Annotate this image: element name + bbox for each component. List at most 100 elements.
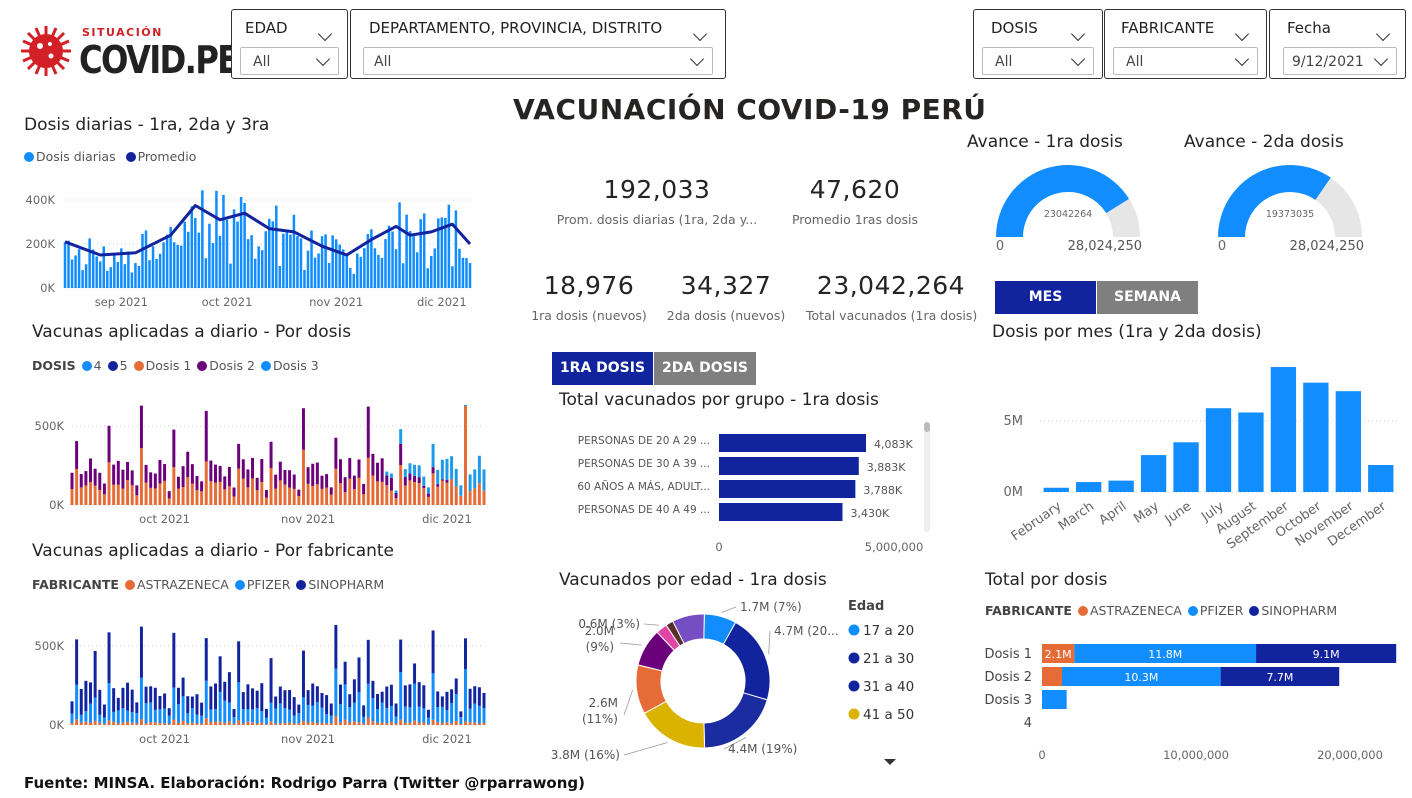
stacked-bar-segment: [436, 707, 440, 723]
stacked-bar-segment: [153, 473, 157, 489]
chevron-down-icon[interactable]: [317, 26, 333, 42]
daily-bar: [218, 235, 222, 288]
stacked-bar-segment: [413, 464, 417, 476]
kpi-value: 47,620: [809, 175, 901, 204]
chevron-down-icon[interactable]: [1070, 26, 1086, 42]
slicer-fecha[interactable]: Fecha 9/12/2021: [1269, 9, 1406, 79]
brand-large: COVID.PE: [79, 38, 239, 82]
daily-bar: [88, 238, 91, 288]
stacked-bar-segment: [227, 486, 231, 505]
dose-label: 4: [1024, 716, 1032, 731]
stacked-bar-segment: [121, 469, 125, 489]
stacked-bar-segment: [417, 682, 421, 707]
month-bar: [1335, 391, 1361, 492]
slicer-region[interactable]: DEPARTAMENTO, PROVINCIA, DISTRITO All: [350, 9, 726, 79]
group-bar: [719, 457, 859, 475]
chevron-down-icon[interactable]: [1375, 26, 1391, 42]
stacked-bar-segment: [214, 482, 217, 505]
slicer-dosis-dropdown[interactable]: All: [982, 47, 1094, 75]
slicer-edad[interactable]: EDAD All: [231, 9, 348, 79]
stacked-bar-segment: [186, 713, 190, 724]
daily-bar: [422, 213, 426, 288]
kpi-value: 23,042,264: [816, 271, 966, 300]
stacked-bar-segment: [315, 462, 319, 485]
chevron-down-icon: [1373, 51, 1389, 67]
daily-bar: [391, 231, 394, 288]
stacked-bar-segment: [232, 717, 236, 724]
stacked-bar-segment: [297, 723, 301, 725]
dose-bar-label: 11.8M: [1148, 648, 1182, 661]
stacked-bar-segment: [362, 483, 366, 495]
stacked-bar-segment: [84, 485, 88, 505]
daily-bar: [412, 236, 415, 288]
stacked-bar-segment: [399, 465, 403, 505]
stacked-bar-segment: [181, 677, 185, 697]
stacked-bar-segment: [380, 691, 384, 703]
stacked-bar-segment: [426, 487, 430, 494]
donut-label: 4.7M (20...: [774, 624, 839, 638]
stacked-bar-segment: [440, 459, 444, 480]
stacked-bar-segment: [413, 683, 417, 721]
slicer-edad-dropdown[interactable]: All: [240, 47, 339, 75]
daily-bar: [179, 245, 183, 288]
stacked-bar-segment: [260, 683, 264, 712]
stacked-bar-segment: [413, 720, 417, 725]
legend-item: PFIZER: [1199, 603, 1244, 618]
slicer-fabricante-dropdown[interactable]: All: [1113, 47, 1258, 75]
slicer-region-dropdown[interactable]: All: [363, 47, 713, 75]
legend-dot-icon: [848, 680, 860, 692]
stacked-bar-segment: [422, 485, 426, 489]
daily-bar: [257, 246, 260, 288]
stacked-bar-segment: [454, 468, 458, 487]
daily-bar: [380, 257, 384, 288]
legend-dot-icon: [848, 708, 860, 720]
chevron-down-icon[interactable]: [692, 26, 708, 42]
stacked-bar-segment: [190, 696, 194, 709]
stacked-bar-segment: [139, 448, 143, 505]
legend-dot-icon: [81, 361, 92, 371]
stacked-bar-segment: [176, 722, 180, 725]
dose-chart: 500K 0K oct 2021 nov 2021 dic 2021: [35, 405, 486, 526]
stacked-bar-segment: [292, 474, 296, 489]
stacked-bar-segment: [172, 429, 176, 468]
y-tick-label: 400K: [26, 193, 56, 207]
dose-chart-title: Vacunas aplicadas a diario - Por dosis: [32, 322, 352, 342]
stacked-bar-segment: [75, 639, 79, 685]
daily-bar: [447, 204, 451, 288]
stacked-bar-segment: [320, 707, 324, 723]
segunda-dosis-button[interactable]: 2DA DOSIS: [654, 352, 756, 385]
daily-bar: [264, 231, 267, 288]
stacked-bar-segment: [399, 672, 403, 720]
stacked-bar-segment: [163, 723, 167, 725]
dose-bar-label: 10.3M: [1124, 671, 1158, 684]
slicer-fecha-dropdown[interactable]: 9/12/2021: [1283, 47, 1397, 75]
x-tick-label: April: [1096, 499, 1129, 528]
chevron-down-icon[interactable]: [1234, 26, 1250, 42]
kpi-prom-diarias: 192,033 Prom. dosis diarias (1ra, 2da y..…: [552, 175, 762, 227]
daily-bar: [81, 270, 84, 288]
legend-dot-icon: [234, 580, 245, 590]
stacked-bar-segment: [385, 723, 389, 725]
x-tick-label: March: [1056, 499, 1097, 534]
daily-bar: [458, 248, 461, 288]
mes-button[interactable]: MES: [995, 281, 1096, 314]
legend-item: 31 a 40: [863, 679, 914, 695]
totaldose-chart-legend: FABRICANTE ASTRAZENECA PFIZER SINOPHARM: [985, 603, 1337, 618]
stacked-bar-segment: [98, 689, 102, 715]
primera-dosis-button[interactable]: 1RA DOSIS: [552, 352, 653, 385]
legend-item: 21 a 30: [863, 651, 914, 667]
slicer-fabricante[interactable]: FABRICANTE All: [1104, 9, 1267, 79]
stacked-bar-segment: [463, 406, 467, 505]
stacked-bar-segment: [251, 709, 255, 723]
semana-button[interactable]: SEMANA: [1097, 281, 1198, 314]
dose-bar-segment: [1042, 667, 1063, 686]
stacked-bar-segment: [482, 722, 486, 725]
stacked-bar-segment: [477, 723, 481, 725]
footer-source: Fuente: MINSA. Elaboración: Rodrigo Parr…: [24, 774, 586, 792]
slicer-dosis[interactable]: DOSIS All: [973, 9, 1103, 79]
y-tick-label: 500K: [35, 419, 65, 433]
stacked-bar-segment: [223, 489, 227, 505]
stacked-bar-segment: [269, 467, 273, 505]
stacked-bar-segment: [311, 683, 315, 706]
x-tick-label: nov 2021: [281, 512, 335, 526]
